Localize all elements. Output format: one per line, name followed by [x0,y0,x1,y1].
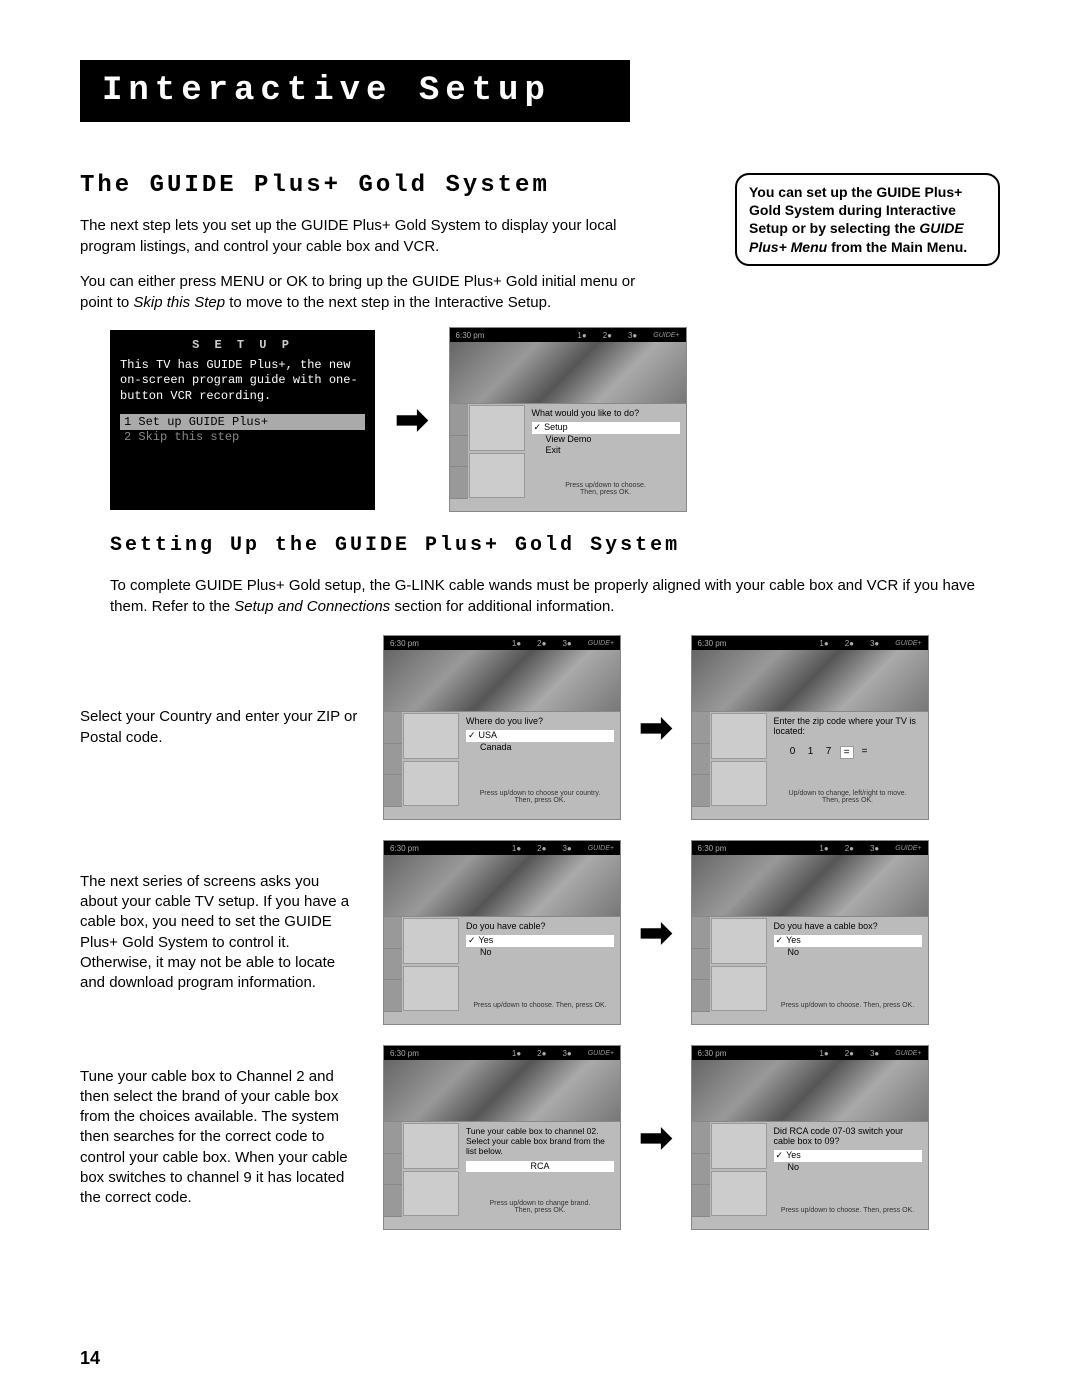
tv-ch1: 1● [577,331,586,340]
thumb-column [468,404,526,499]
intro-paragraph-2: You can either press MENU or OK to bring… [80,271,660,313]
opt-no: No [788,947,800,959]
tv-screen-code: 6:30 pm1●2●3●GUIDE+ Did RCA code 07-03 s… [691,1045,929,1230]
setup-menu-screenshot: S E T U P This TV has GUIDE Plus+, the n… [110,330,375,510]
opt-rca: RCA [530,1161,549,1173]
arrow-icon: ➡ [639,1118,673,1158]
prompt: What would you like to do? [532,408,680,418]
opt-demo: View Demo [546,434,592,446]
callout-b: from the Main Menu. [827,239,967,255]
opt-no: No [480,947,492,959]
tv-time: 6:30 pm [456,331,485,340]
dialog-footer: Press up/down to choose.Then, press OK. [526,482,686,497]
tv-screen-cablebox: 6:30 pm1●2●3●GUIDE+ Do you have a cable … [691,840,929,1025]
tv-screen-zip: 6:30 pm1●2●3●GUIDE+ Enter the zip code w… [691,635,929,820]
setup-item2: 2 Skip this step [120,430,365,444]
setup-item1: 1 Set up GUIDE Plus+ [120,414,365,430]
icon-column [450,404,468,499]
tv-screen-cable: 6:30 pm1●2●3●GUIDE+ Do you have cable? ✓… [383,840,621,1025]
tv-logo: GUIDE+ [653,332,679,339]
sub-heading: Setting Up the GUIDE Plus+ Gold System [110,534,1000,557]
opt-canada: Canada [480,742,512,754]
intro2i: Skip this Step [133,294,225,311]
tv-topbar: 6:30 pm 1● 2● 3● GUIDE+ [450,328,686,342]
tv-video-area [450,342,686,404]
prompt: Do you have a cable box? [774,921,922,931]
prompt: Did RCA code 07-03 switch your cable box… [774,1126,922,1146]
step2-text: The next series of screens asks you abou… [80,872,365,994]
check-icon: ✓ [534,422,542,434]
subintro-i: Setup and Connections [234,598,390,615]
tv-screen-setup-options: 6:30 pm 1● 2● 3● GUIDE+ What would you l… [449,327,687,512]
opt-usa: USA [479,730,498,742]
intro2b: to move to the next step in the Interact… [225,294,551,311]
opt-yes: Yes [786,1150,801,1162]
setup-desc: This TV has GUIDE Plus+, the new on-scre… [120,358,365,405]
tv-screen-country: 6:30 pm1●2●3●GUIDE+ Where do you live? ✓… [383,635,621,820]
prompt: Where do you live? [466,716,614,726]
step1-text: Select your Country and enter your ZIP o… [80,707,365,748]
subintro-b: section for additional information. [390,598,614,615]
prompt: Tune your cable box to channel 02. Selec… [466,1126,614,1157]
arrow-icon: ➡ [639,913,673,953]
arrow-icon: ➡ [395,400,429,440]
opt-yes: Yes [786,935,801,947]
setup-title: S E T U P [120,338,365,352]
prompt: Do you have cable? [466,921,614,931]
tv-ch2: 2● [603,331,612,340]
page-header: Interactive Setup [80,60,630,122]
opt-setup: Setup [544,422,568,434]
step3-text: Tune your cable box to Channel 2 and the… [80,1067,365,1209]
opt-no: No [788,1162,800,1174]
zip-entry: 0 1 7 = = [786,746,872,759]
prompt: Enter the zip code where your TV is loca… [774,716,922,736]
sub-intro: To complete GUIDE Plus+ Gold setup, the … [110,575,980,617]
tv-screen-brand: 6:30 pm1●2●3●GUIDE+ Tune your cable box … [383,1045,621,1230]
intro-paragraph-1: The next step lets you set up the GUIDE … [80,215,660,257]
opt-yes: Yes [479,935,494,947]
opt-exit: Exit [546,445,561,457]
tv-ch3: 3● [628,331,637,340]
arrow-icon: ➡ [639,708,673,748]
page-number: 14 [80,1348,100,1369]
tv-dialog: What would you like to do? ✓Setup View D… [526,404,686,499]
callout-box: You can set up the GUIDE Plus+ Gold Syst… [735,173,1000,266]
